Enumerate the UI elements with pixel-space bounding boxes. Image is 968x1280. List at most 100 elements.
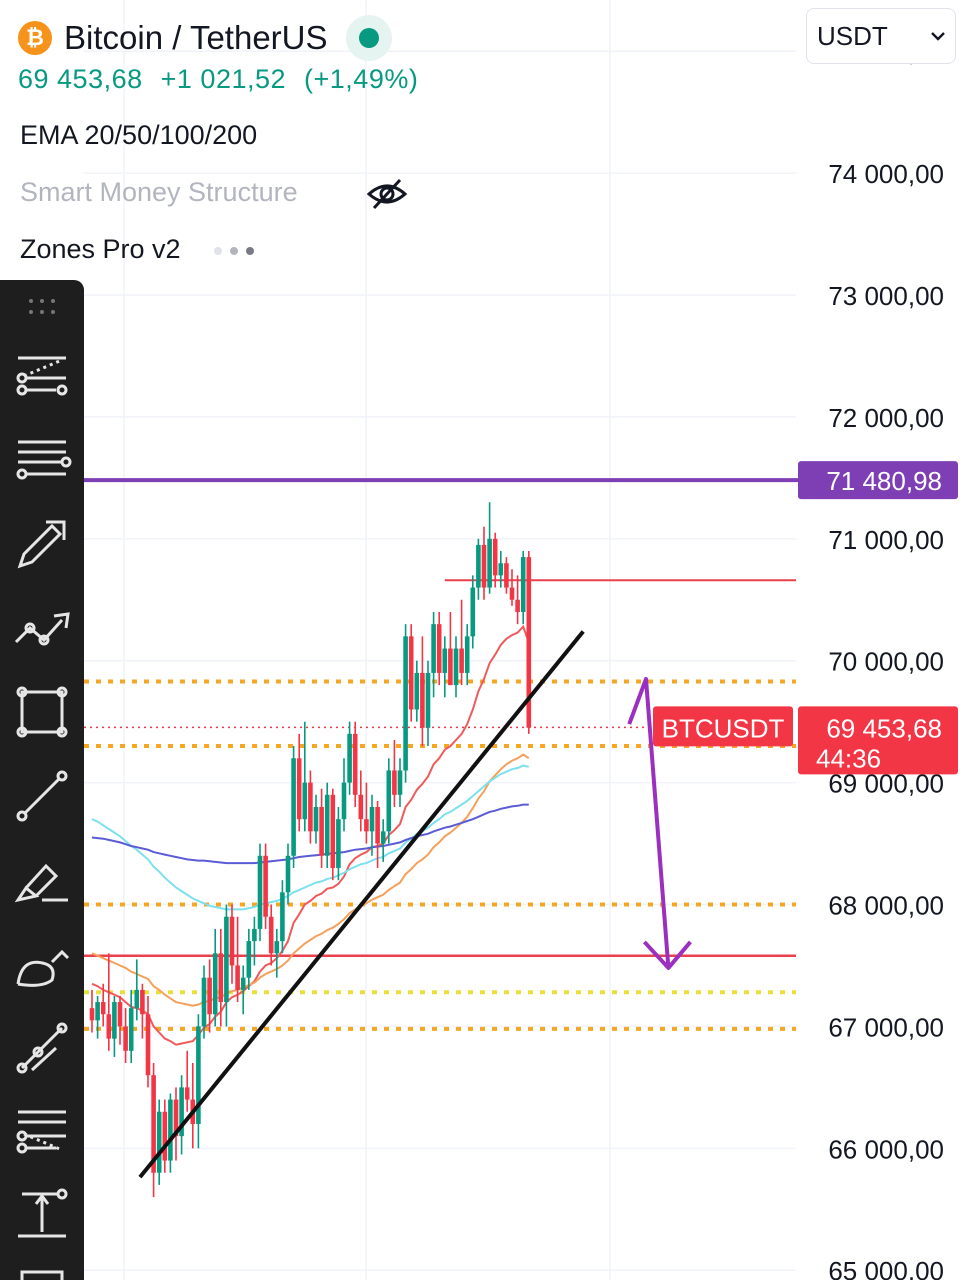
candle-body [156, 1111, 162, 1173]
candle-body [459, 648, 464, 673]
candle [207, 959, 212, 1033]
candle [100, 983, 106, 1027]
candle-body [425, 672, 431, 728]
projection-arrow [627, 677, 671, 969]
candle-body [179, 1087, 184, 1137]
more-tools-icon[interactable] [12, 1270, 72, 1280]
candle-body [336, 819, 341, 868]
candle-body [526, 557, 532, 728]
candle-body [341, 782, 347, 820]
candle-body [347, 733, 352, 783]
market-status-badge[interactable] [345, 15, 392, 61]
bar-countdown-label: 44:36 [816, 743, 881, 773]
indicator-zones-pro[interactable]: Zones Pro v2 [20, 234, 181, 264]
candle [268, 904, 274, 966]
candle-body [492, 538, 498, 576]
indicator-smart-money[interactable]: Smart Money Structure [20, 177, 298, 207]
path-icon[interactable] [12, 598, 72, 658]
candle [162, 1099, 168, 1173]
candle [515, 575, 520, 625]
candle [453, 636, 459, 698]
candles [89, 502, 532, 1198]
candle-body [420, 672, 425, 728]
eye-off-icon[interactable] [366, 176, 408, 212]
candle [397, 758, 403, 808]
projection-arrow-head [642, 940, 692, 970]
pair-title[interactable]: Bitcoin / TetherUS [64, 19, 328, 56]
candle-body [173, 1099, 179, 1137]
candle [364, 782, 369, 844]
y-tick-label: 74 000,00 [828, 159, 944, 189]
fib-retracement-icon[interactable] [12, 346, 72, 406]
indicator-ema[interactable]: EMA 20/50/100/200 [20, 120, 258, 150]
arrow-icon[interactable] [12, 514, 72, 574]
candle [414, 660, 420, 722]
candle [196, 1014, 201, 1149]
y-tick-label: 67 000,00 [828, 1012, 944, 1042]
candle-body [431, 624, 436, 673]
drawing-toolbar [0, 280, 84, 1280]
more-dots-icon[interactable] [214, 244, 256, 258]
candle-body [392, 770, 397, 795]
y-tick-label: 72 000,00 [828, 403, 944, 433]
candle [436, 611, 442, 686]
candle-body [268, 916, 274, 954]
candle [330, 788, 336, 881]
candle-body [453, 648, 459, 686]
y-tick-label: 73 000,00 [828, 281, 944, 311]
price-row: 69 453,68 +1 021,52 (+1,49%) [18, 64, 428, 95]
candle-body [324, 794, 330, 856]
currency-select-value: USDT [817, 20, 888, 51]
chart-header: ₿ Bitcoin / TetherUS 69 453,68 +1 021,52… [18, 14, 428, 95]
candle [140, 983, 145, 1039]
trend-line-icon[interactable] [12, 766, 72, 826]
candle-body [201, 977, 207, 1027]
candle [520, 551, 526, 625]
candle [509, 569, 515, 606]
candle-body [280, 892, 285, 942]
candle [319, 788, 324, 868]
candle [201, 965, 207, 1039]
drag-handle-icon[interactable] [28, 298, 56, 316]
candle [280, 880, 285, 954]
candle-body [117, 1002, 123, 1027]
candle-body [302, 782, 308, 820]
price-range-icon[interactable] [12, 1186, 72, 1246]
candle-body [319, 807, 324, 856]
candle [235, 916, 240, 1003]
candle [240, 965, 246, 1015]
current-price-box [798, 706, 958, 775]
brush-icon[interactable] [12, 850, 72, 910]
candle-body [151, 1075, 156, 1173]
curve-icon[interactable] [12, 934, 72, 994]
candle-body [100, 1002, 106, 1015]
candle-body [196, 1026, 201, 1124]
candle-body [436, 624, 442, 673]
candle-body [123, 1026, 128, 1051]
candle [212, 928, 218, 1027]
candle [291, 746, 296, 868]
candle-body [296, 758, 302, 820]
candle-body [397, 770, 403, 795]
candle-body [95, 1002, 100, 1021]
candle [285, 843, 291, 905]
candle-body [162, 1111, 168, 1161]
candle-body [112, 1002, 117, 1039]
candle [487, 502, 492, 594]
candle-body [106, 1014, 112, 1039]
rectangle-icon[interactable] [12, 682, 72, 742]
candle [151, 1063, 156, 1198]
parallel-channel-icon[interactable] [12, 430, 72, 490]
candle-body [145, 1014, 151, 1076]
currency-select[interactable]: USDT [806, 8, 956, 64]
price-change: +1 021,52 [160, 64, 287, 94]
candle-body [229, 916, 235, 966]
candle [336, 807, 341, 881]
xabcd-pattern-icon[interactable] [12, 1018, 72, 1078]
candle [173, 1087, 179, 1161]
fib-extension-icon[interactable] [12, 1102, 72, 1162]
y-tick-label: 65 000,00 [828, 1256, 944, 1280]
candle [408, 624, 414, 722]
